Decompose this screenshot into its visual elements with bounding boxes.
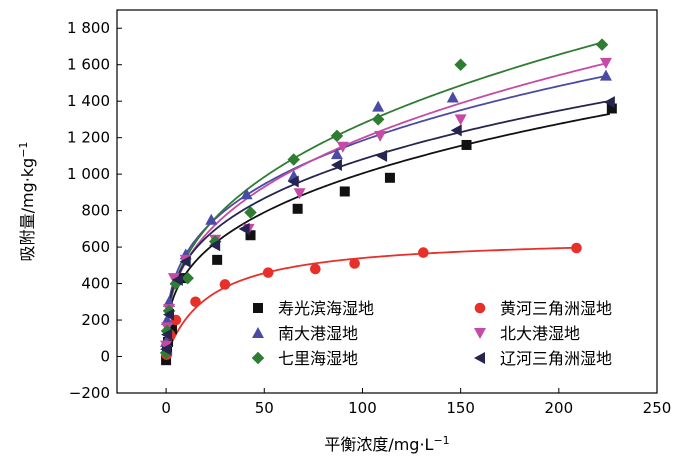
data-point: [371, 113, 385, 126]
legend-label: 辽河三角洲湿地: [500, 349, 612, 368]
data-point: [167, 273, 180, 285]
data-point: [376, 149, 388, 162]
data-point: [240, 188, 253, 200]
y-tick-label: 800: [81, 202, 110, 220]
data-point: [595, 38, 609, 51]
axis-ticks: 0 50 100 150 200 250 −200 0 200 400 600 800 1 000 1 2…: [67, 19, 671, 417]
y-tick-label: 600: [81, 238, 110, 256]
y-tick-label: 1 800: [67, 19, 110, 37]
x-axis-title-sup: −1: [433, 434, 449, 447]
legend-marker: [251, 351, 265, 365]
x-tick-label: 50: [255, 399, 274, 417]
data-point: [163, 295, 176, 307]
y-tick-label: −200: [69, 384, 110, 402]
legend-marker: [474, 328, 486, 339]
data-point: [287, 153, 300, 166]
fit-curve: [165, 75, 607, 357]
x-tick-label: 150: [446, 399, 475, 417]
data-point: [292, 203, 303, 214]
fit-curve: [165, 100, 611, 357]
data-point: [446, 91, 459, 103]
data-point: [161, 328, 173, 341]
data-point: [179, 255, 191, 268]
data-point: [293, 188, 306, 200]
data-point: [599, 69, 612, 81]
data-point: [190, 296, 201, 308]
data-point: [171, 273, 183, 286]
legend-label: 北大港湿地: [500, 324, 580, 343]
legend-marker: [474, 352, 485, 364]
data-point: [244, 206, 257, 219]
data-point: [454, 114, 467, 126]
x-tick-label: 100: [348, 399, 377, 417]
x-tick-label: 0: [161, 399, 171, 417]
data-point: [330, 159, 342, 172]
data-point: [599, 57, 612, 69]
data-point: [349, 258, 360, 269]
data-point: [212, 254, 223, 265]
plot-frame: [116, 9, 658, 394]
y-tick-label: 1 600: [67, 56, 110, 74]
data-point: [454, 58, 467, 71]
x-axis-title-text: 平衡浓度/mg·L: [324, 435, 433, 454]
data-point: [330, 129, 344, 143]
data-point: [287, 175, 299, 188]
data-point: [418, 247, 429, 258]
data-point: [310, 263, 321, 275]
legend-marker: [252, 327, 264, 338]
data-point: [571, 242, 582, 254]
legend-label: 七里海湿地: [278, 349, 358, 368]
y-tick-label: 0: [100, 348, 110, 366]
legend-label: 黄河三角洲湿地: [500, 299, 612, 318]
data-point: [262, 267, 274, 278]
data-point: [181, 271, 194, 285]
data-point: [603, 96, 615, 109]
y-axis-title-sup: −1: [17, 142, 30, 158]
data-point: [160, 343, 172, 356]
x-tick-label: 250: [643, 399, 672, 417]
data-point: [372, 100, 385, 112]
data-point: [374, 130, 387, 142]
fit-curve: [165, 113, 611, 357]
y-axis-title-text: 吸附量/mg·kg: [18, 158, 37, 262]
data-point: [339, 186, 350, 197]
data-point: [163, 308, 175, 321]
y-tick-label: 1 400: [67, 92, 110, 110]
data-point: [205, 213, 218, 225]
y-axis-title: 吸附量/mg·kg−1: [17, 142, 37, 262]
data-point: [384, 172, 395, 183]
data-point: [461, 139, 472, 150]
data-point: [238, 222, 250, 235]
x-axis-title: 平衡浓度/mg·L−1: [324, 434, 449, 454]
y-tick-label: 1 200: [67, 129, 110, 147]
data-point: [330, 148, 343, 160]
y-tick-label: 400: [81, 275, 110, 293]
data-markers: [159, 38, 617, 366]
data-point: [209, 239, 221, 252]
data-point: [336, 141, 349, 153]
y-tick-label: 1 000: [67, 165, 110, 183]
x-tick-label: 200: [544, 399, 573, 417]
y-tick-label: 200: [81, 311, 110, 329]
legend-marker: [474, 302, 486, 314]
legend-label: 寿光滨海湿地: [278, 299, 374, 318]
data-point: [450, 124, 462, 137]
data-point: [219, 279, 231, 290]
legend-label: 南大港湿地: [278, 324, 358, 343]
legend-marker: [253, 303, 263, 313]
data-point: [161, 314, 174, 326]
